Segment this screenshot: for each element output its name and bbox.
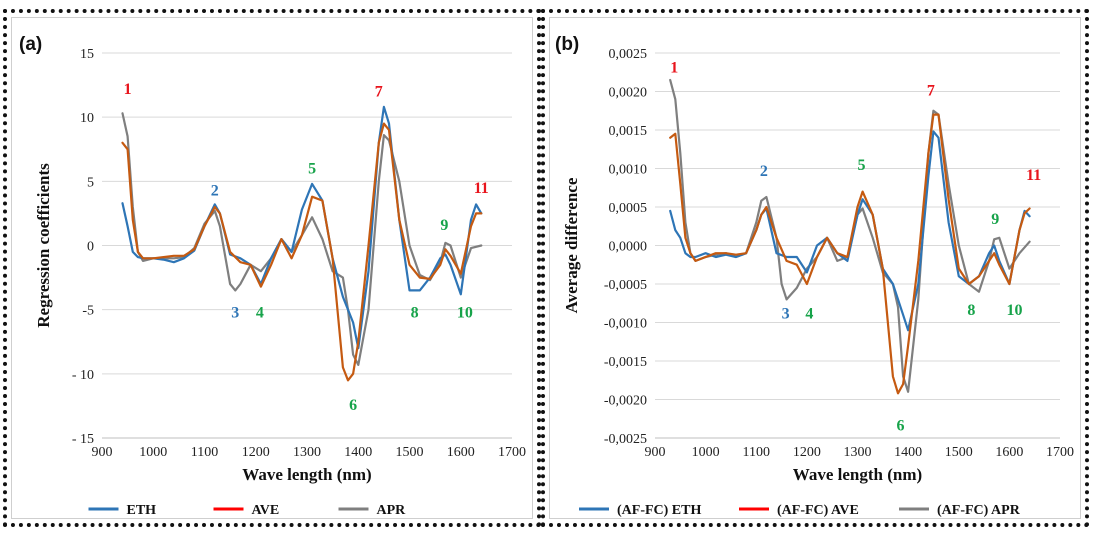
legend-label: (AF-FC) APR xyxy=(937,503,1021,518)
x-tick-label: 1400 xyxy=(894,445,922,460)
peak-annotation: 6 xyxy=(897,417,905,434)
series-line-apr xyxy=(121,112,483,366)
y-tick-label: -0,0010 xyxy=(604,317,647,332)
peak-annotation: 1 xyxy=(670,59,678,76)
peak-annotation: 7 xyxy=(927,82,935,99)
y-tick-label: 15 xyxy=(80,47,94,62)
y-tick-label: 10 xyxy=(80,111,94,126)
series-line-eth xyxy=(669,130,1031,332)
peak-annotation: 8 xyxy=(411,304,419,321)
y-tick-label: 5 xyxy=(87,175,94,190)
y-tick-label: 0,0020 xyxy=(609,86,648,101)
y-axis-title: Regression coefficients xyxy=(34,163,53,328)
x-tick-label: 1600 xyxy=(995,445,1023,460)
y-tick-label: -0,0015 xyxy=(604,355,647,370)
x-tick-label: 1100 xyxy=(191,445,218,460)
series-line-ave xyxy=(121,122,483,382)
x-tick-label: 1600 xyxy=(447,445,475,460)
peak-annotation: 1 xyxy=(124,81,132,98)
chart-frame-b xyxy=(549,17,1081,519)
legend-label: APR xyxy=(377,503,407,518)
peak-annotation: 11 xyxy=(474,180,489,197)
peak-annotation: 7 xyxy=(375,84,383,101)
x-tick-label: 1500 xyxy=(396,445,424,460)
legend-label: ETH xyxy=(127,503,157,518)
x-tick-label: 1700 xyxy=(498,445,526,460)
legend-label: (AF-FC) AVE xyxy=(777,503,859,518)
x-tick-label: 1000 xyxy=(139,445,167,460)
x-tick-label: 1200 xyxy=(242,445,270,460)
y-tick-label: -0,0025 xyxy=(604,432,647,447)
y-tick-label: 0,0000 xyxy=(609,240,648,255)
chart-panel-a: - 15- 10 -5 0 5 10 15 900 1000 1100 1200 1300 1400 1… xyxy=(3,9,541,527)
x-tick-label: 1400 xyxy=(344,445,372,460)
peak-annotation: 6 xyxy=(349,397,357,414)
y-tick-label: 0,0025 xyxy=(609,47,648,62)
legend-label: (AF-FC) ETH xyxy=(617,503,701,518)
y-axis-title: Average difference xyxy=(562,177,581,313)
y-tick-label: 0 xyxy=(87,240,94,255)
x-tick-label: 900 xyxy=(645,445,666,460)
peak-annotation: 3 xyxy=(231,304,239,321)
x-tick-label: 900 xyxy=(92,445,113,460)
peak-annotation: 3 xyxy=(782,306,790,323)
peak-annotation: 2 xyxy=(760,163,768,180)
y-tick-label: -0,0005 xyxy=(604,278,647,293)
peak-annotation: 5 xyxy=(858,157,866,174)
peak-annotation: 10 xyxy=(457,304,473,321)
chart-b-svg: -0,0025 -0,0020 -0,0015 -0,0010 -0,0005 0,000… xyxy=(555,34,1074,518)
peak-annotation: 11 xyxy=(1026,167,1041,184)
x-tick-label: 1200 xyxy=(793,445,821,460)
x-tick-label: 1000 xyxy=(692,445,720,460)
peak-annotation: 8 xyxy=(967,302,975,319)
peak-annotation: 4 xyxy=(805,306,813,323)
legend-label: AVE xyxy=(252,503,280,518)
x-tick-label: 1300 xyxy=(293,445,321,460)
y-tick-label: -0,0020 xyxy=(604,394,647,409)
peak-annotation: 5 xyxy=(308,161,316,178)
chart-panel-b: -0,0025 -0,0020 -0,0015 -0,0010 -0,0005 0,000… xyxy=(541,9,1089,527)
chart-frame-a xyxy=(11,17,533,519)
y-tick-label: - 15 xyxy=(72,432,94,447)
peak-annotation: 10 xyxy=(1006,302,1022,319)
series-line-ave xyxy=(669,113,1031,395)
peak-annotation: 4 xyxy=(256,304,264,321)
peak-annotation: 2 xyxy=(211,182,219,199)
y-tick-label: -5 xyxy=(82,304,94,319)
y-tick-label: 0,0010 xyxy=(609,163,648,178)
series-line-apr xyxy=(669,78,1031,393)
series-line-eth xyxy=(121,105,483,350)
x-tick-label: 1500 xyxy=(945,445,973,460)
panel-label: (b) xyxy=(555,34,579,55)
peak-annotation: 9 xyxy=(440,217,448,234)
x-axis-title: Wave length (nm) xyxy=(793,465,922,484)
panel-label: (a) xyxy=(19,34,42,55)
y-tick-label: 0,0015 xyxy=(609,124,648,139)
x-axis-title: Wave length (nm) xyxy=(242,465,371,484)
peak-annotation: 9 xyxy=(991,211,999,228)
x-tick-label: 1300 xyxy=(844,445,872,460)
x-tick-label: 1700 xyxy=(1046,445,1074,460)
y-tick-label: - 10 xyxy=(72,368,94,383)
y-tick-label: 0,0005 xyxy=(609,201,648,216)
x-tick-label: 1100 xyxy=(743,445,770,460)
